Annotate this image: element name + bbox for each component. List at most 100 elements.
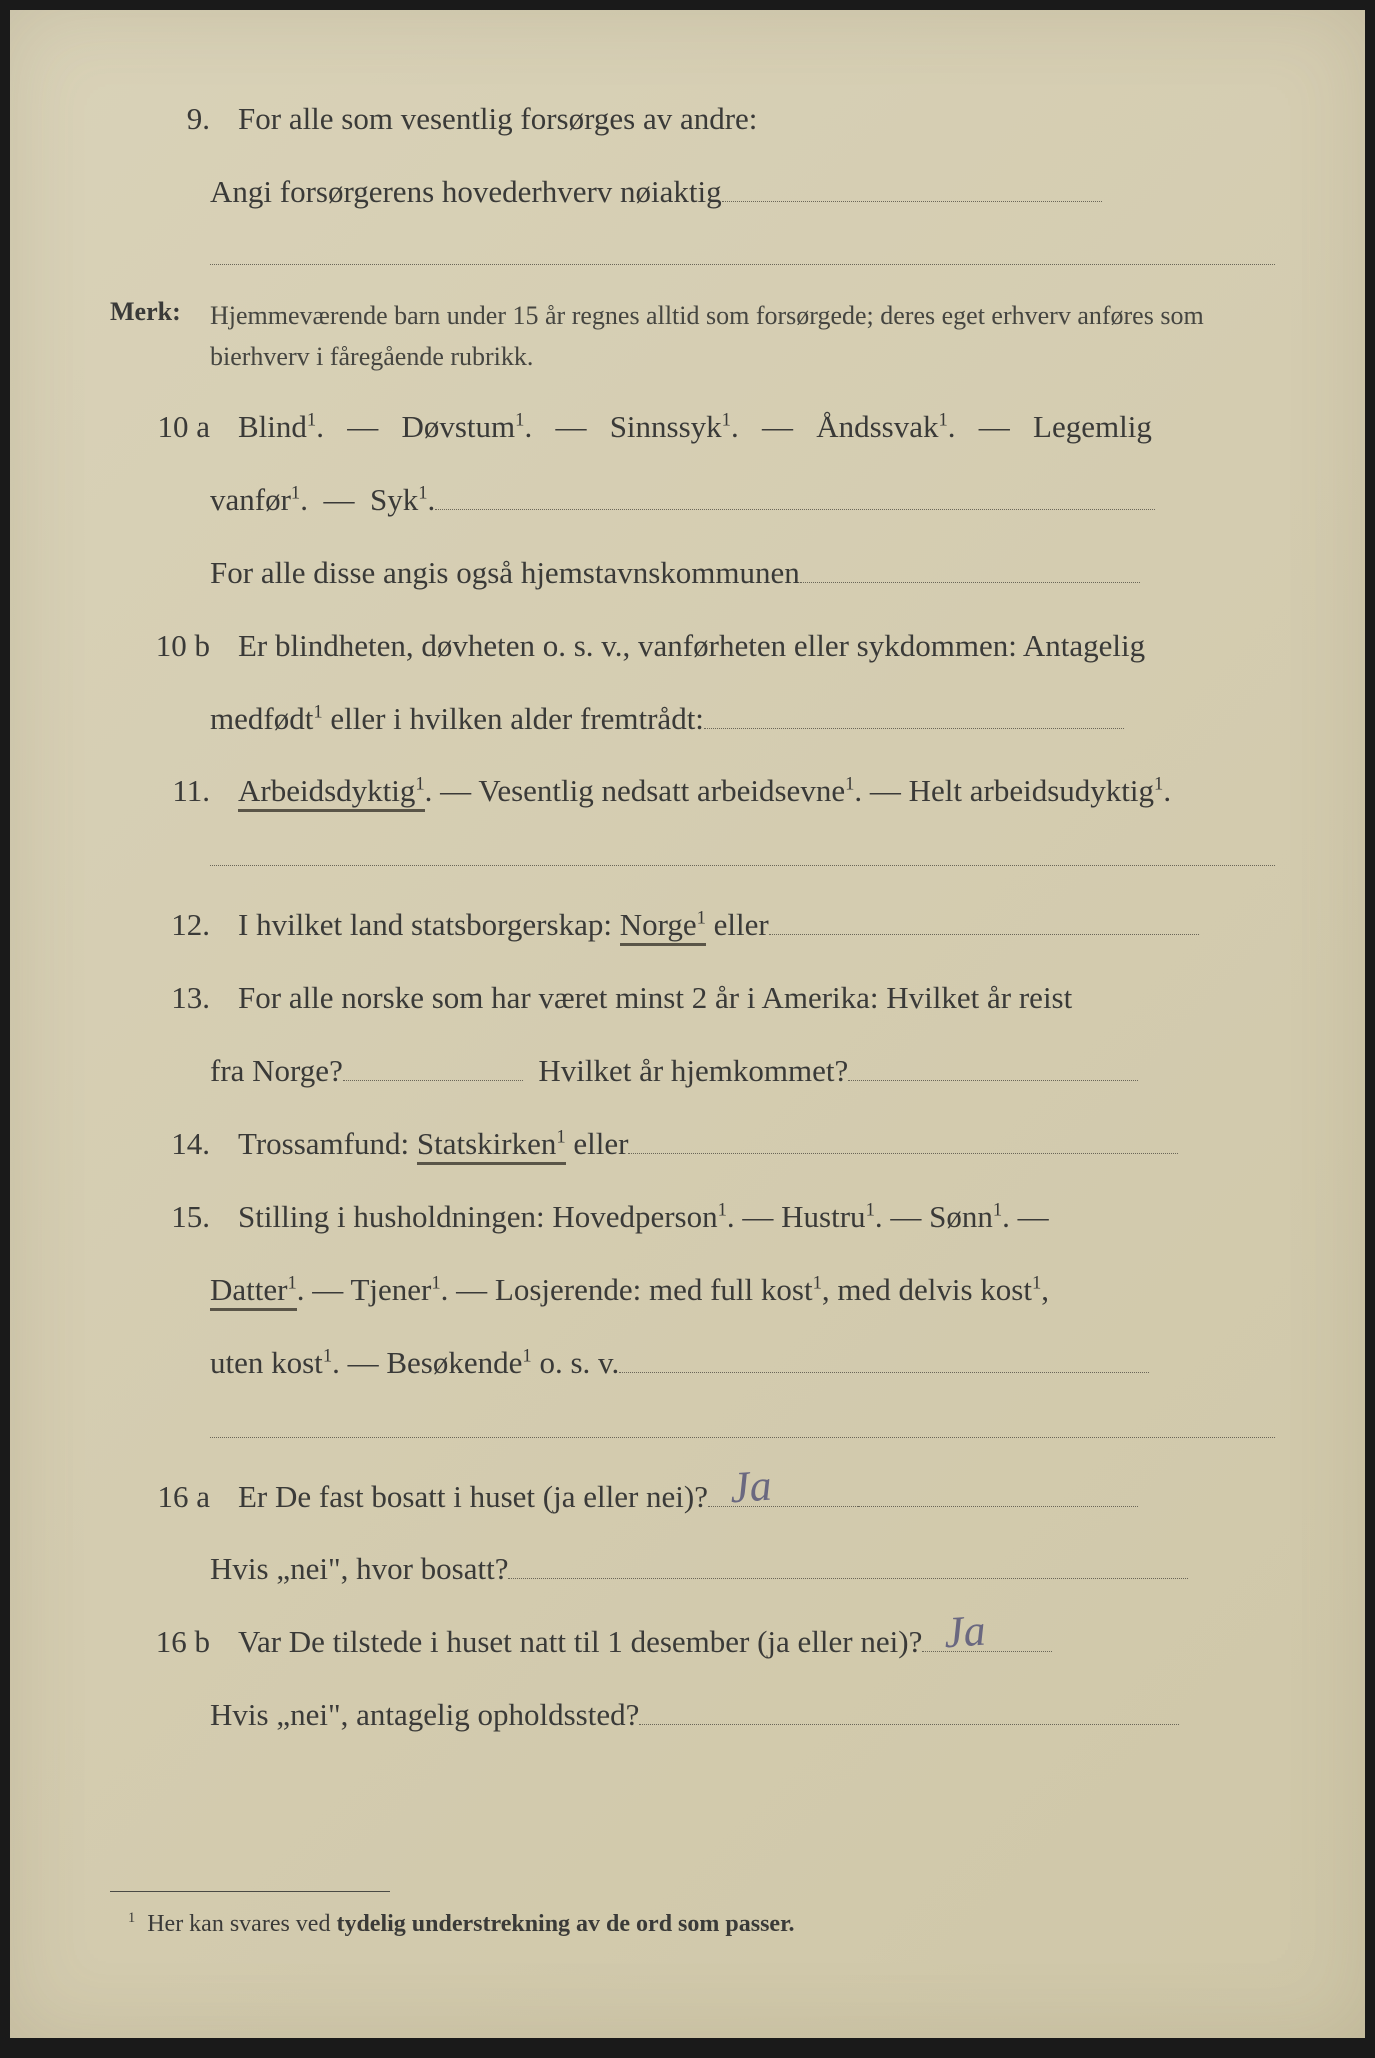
question-15: 15. Stilling i husholdningen: Hovedperso… [110,1188,1275,1247]
q15-line3: uten kost1. — Besøkende1 o. s. v. [210,1334,1275,1393]
q16b-line2: Hvis „nei", antagelig opholdssted? [210,1686,1275,1745]
q12-pre: I hvilket land statsborgerskap: [238,907,620,942]
q11-mid: . — Vesentlig nedsatt arbeidsevne [425,773,845,808]
q9-line2-text: Angi forsørgerens hovederhverv nøiaktig [210,174,722,209]
q10b-eller: eller i hvilken alder fremtrådt: [323,701,704,736]
question-10a: 10 a Blind1. — Døvstum1. — Sinnssyk1. — … [110,398,1275,457]
q11-underlined: Arbeidsdyktig1 [238,773,425,812]
fill-line [800,551,1140,583]
footnote-pre: Her kan svares ved [147,1911,336,1937]
opt-syk: Syk [370,482,418,517]
q10b-medfodt: medfødt [210,701,313,736]
fill-line [343,1049,523,1081]
q10a-line2: vanfør1. — Syk1. [210,471,1275,530]
q15-number: 15. [110,1188,238,1247]
q12-number: 12. [110,896,238,955]
q13-line1: For alle norske som har været minst 2 år… [238,969,1275,1028]
fill-line [858,1475,1138,1507]
opt-statskirken: Statskirken [417,1126,557,1161]
fill-line-full [210,1409,1275,1438]
footnote-bold: tydelig understrekning av de ord som pas… [336,1911,794,1937]
handwritten-answer: Ja [727,1443,774,1529]
fill-line [435,478,1155,510]
q16b-line1: Var De tilstede i huset natt til 1 desem… [238,1613,1275,1672]
q15-l1c: . — Sønn [875,1199,993,1234]
q15-l3b: . — Besøkende [332,1345,522,1380]
question-10b: 10 b Er blindheten, døvheten o. s. v., v… [110,617,1275,676]
opt-legemlig: Legemlig [1033,409,1152,444]
q16b-number: 16 b [110,1613,238,1672]
q10a-line1: Blind1. — Døvstum1. — Sinnssyk1. — Åndss… [238,398,1275,457]
q11-number: 11. [110,762,238,821]
q12-underlined: Norge1 [620,907,706,946]
q15-l2c: , med delvis kost [822,1272,1032,1307]
opt-arbeidsdyktig: Arbeidsdyktig [238,773,415,808]
q14-pre: Trossamfund: [238,1126,417,1161]
q13-fra-norge: fra Norge? [210,1053,343,1088]
fill-line-full [210,837,1275,866]
question-16a: 16 a Er De fast bosatt i huset (ja eller… [110,1468,1275,1527]
q14-number: 14. [110,1115,238,1174]
q9-line1: For alle som vesentlig forsørges av andr… [238,90,1275,149]
q16b-hvis-nei: Hvis „nei", antagelig opholdssted? [210,1697,639,1732]
question-13: 13. For alle norske som har været minst … [110,969,1275,1028]
opt-andssvak: Åndssvak [816,409,938,444]
merk-text: Hjemmeværende barn under 15 år regnes al… [210,295,1275,378]
fill-line [619,1341,1149,1373]
opt-datter: Datter [210,1272,287,1307]
q15-line2: Datter1. — Tjener1. — Losjerende: med fu… [210,1261,1275,1320]
q15-l2b: . — Losjerende: med full kost [441,1272,813,1307]
q14-body: Trossamfund: Statskirken1 eller [238,1115,1275,1174]
fill-line: Ja [708,1475,858,1507]
q15-line1: Stilling i husholdningen: Hovedperson1. … [238,1188,1275,1247]
fill-line [704,697,1124,729]
q10b-line1: Er blindheten, døvheten o. s. v., vanfør… [238,617,1275,676]
q13-number: 13. [110,969,238,1028]
q15-l3a: uten kost [210,1345,323,1380]
footnote-rule [110,1891,390,1892]
q9-number: 9. [110,90,238,149]
q16a-hvis-nei: Hvis „nei", hvor bosatt? [210,1551,508,1586]
q10a-line3-text: For alle disse angis også hjemstavnskomm… [210,555,800,590]
question-12: 12. I hvilket land statsborgerskap: Norg… [110,896,1275,955]
q10a-number: 10 a [110,398,238,457]
opt-blind: Blind [238,409,307,444]
question-14: 14. Trossamfund: Statskirken1 eller [110,1115,1275,1174]
q11-body: Arbeidsdyktig1. — Vesentlig nedsatt arbe… [238,762,1275,821]
q10a-line3: For alle disse angis også hjemstavnskomm… [210,544,1275,603]
q15-l2a: . — Tjener [297,1272,432,1307]
fill-line [639,1693,1179,1725]
question-9: 9. For alle som vesentlig forsørges av a… [110,90,1275,149]
q14-post: eller [566,1126,629,1161]
q16a-number: 16 a [110,1468,238,1527]
q11-end: . — Helt arbeidsudyktig [854,773,1154,808]
question-16b: 16 b Var De tilstede i huset natt til 1 … [110,1613,1275,1672]
q15-l1b: . — Hustru [727,1199,866,1234]
merk-label: Merk: [110,295,210,327]
opt-norge: Norge [620,907,697,942]
fill-line-full [210,236,1275,265]
handwritten-answer: Ja [941,1589,988,1675]
fill-line [722,170,1102,202]
q10b-line2: medfødt1 eller i hvilken alder fremtrådt… [210,690,1275,749]
fill-line [848,1049,1138,1081]
q13-line2: fra Norge? Hvilket år hjemkommet? [210,1042,1275,1101]
footnote: 1 Her kan svares ved tydelig understrekn… [110,1891,1275,1938]
q14-underlined: Statskirken1 [417,1126,566,1165]
footnote-text: 1 Her kan svares ved tydelig understrekn… [110,1910,1275,1938]
q16b-text: Var De tilstede i huset natt til 1 desem… [238,1624,922,1659]
opt-sinnssyk: Sinnssyk [610,409,722,444]
q12-post: eller [706,907,769,942]
footnote-marker: 1 [128,1910,135,1926]
fill-line [628,1122,1178,1154]
q15-l1a: Stilling i husholdningen: Hovedperson [238,1199,718,1234]
opt-dovstum: Døvstum [401,409,515,444]
fill-line [508,1547,1188,1579]
q16a-line2: Hvis „nei", hvor bosatt? [210,1540,1275,1599]
q15-underlined: Datter1 [210,1272,297,1311]
q9-line2: Angi forsørgerens hovederhverv nøiaktig [210,163,1275,222]
q15-l3c: o. s. v. [532,1345,620,1380]
opt-vanfor: vanfør [210,482,291,517]
q16a-text: Er De fast bosatt i huset (ja eller nei)… [238,1479,708,1514]
q16a-line1: Er De fast bosatt i huset (ja eller nei)… [238,1468,1275,1527]
